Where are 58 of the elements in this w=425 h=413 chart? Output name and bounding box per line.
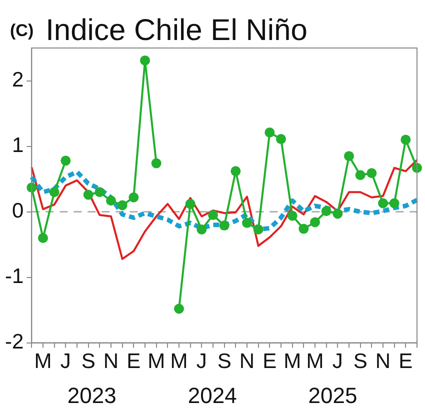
y-tick-label: -1 [4,265,24,288]
point [344,151,354,162]
x-tick-label: E [126,350,141,374]
text: 2024 [188,383,237,408]
point [140,55,150,66]
point [321,206,332,216]
point [310,217,320,228]
point [389,198,400,208]
point [230,166,241,176]
point [185,198,196,209]
x-tick-label: J [332,350,343,374]
point [298,224,309,234]
y-tick-label: 0 [12,200,24,223]
point [276,134,286,144]
point [60,156,71,166]
point [94,187,105,198]
point [264,128,275,138]
point [366,168,377,178]
point [287,210,298,221]
x-tick-label: M [284,350,302,374]
text: (C) [10,21,34,40]
point [83,190,94,200]
y-tick-label: -2 [4,330,24,354]
x-tick-label: N [375,350,391,374]
x-tick-label: J [60,350,71,374]
x-tick-label: S [217,350,232,374]
text: 2025 [308,383,358,408]
point [106,196,116,206]
point [400,134,411,145]
x-tick-label: S [353,350,368,374]
point [174,304,184,314]
point [208,210,218,220]
point [38,232,48,243]
x-tick-label: M [34,350,52,374]
point [253,224,264,234]
point [117,200,128,210]
point [49,187,60,198]
x-tick-label: J [196,350,207,374]
y-tick-label: 2 [12,68,24,92]
point [128,192,139,202]
point [151,158,162,168]
point [196,224,207,234]
point [219,220,230,231]
point [378,198,388,208]
x-tick-label: N [103,350,119,374]
chart-title: Indice Chile El Niño [46,14,308,47]
point [355,170,366,180]
text: 2023 [67,383,116,408]
point [242,218,252,228]
y-tick-label: 1 [12,134,24,158]
x-tick-label: M [170,350,188,374]
x-tick-label: E [398,350,413,374]
x-tick-label: M [148,350,166,374]
x-tick-label: S [81,350,96,374]
x-tick-label: E [262,350,277,374]
x-tick-label: M [306,350,324,374]
point [332,208,343,219]
x-tick-label: N [239,350,255,374]
